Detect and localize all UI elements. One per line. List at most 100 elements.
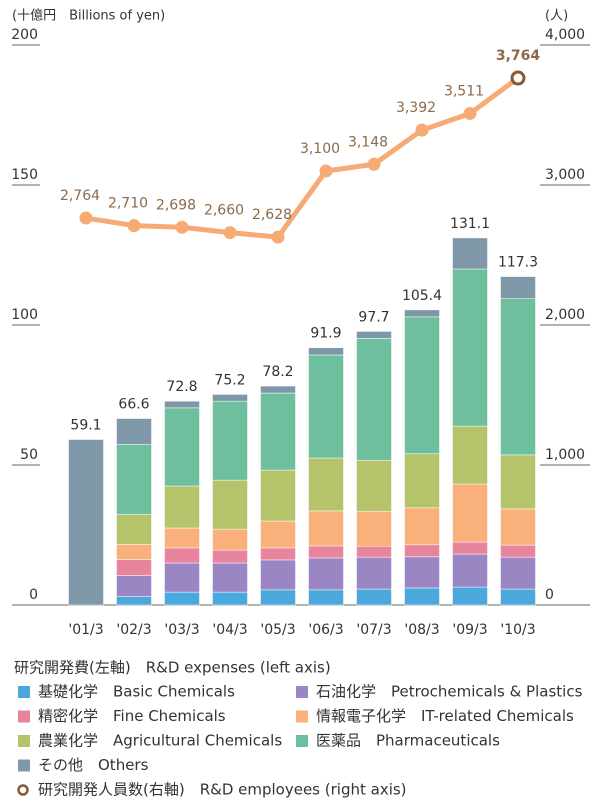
y-tick-label: 100 — [11, 307, 38, 323]
line-marker — [127, 219, 141, 233]
bar-segment — [404, 507, 440, 546]
legend-swatch — [18, 686, 30, 698]
bar-segment — [356, 556, 392, 590]
bar-segment — [500, 544, 536, 558]
bar-segment — [356, 588, 392, 606]
bar-segment — [452, 586, 488, 606]
x-tick-label: '06/3 — [308, 622, 343, 638]
y2-tick-label: 3,000 — [545, 167, 585, 183]
line-marker — [271, 230, 285, 244]
bar-segment — [308, 354, 344, 459]
legend-swatch — [296, 735, 308, 747]
bar-segment — [116, 559, 152, 576]
legend-label: 医薬品 Pharmaceuticals — [316, 732, 500, 750]
bar-segment — [308, 347, 344, 356]
legend-label: 農業化学 Agricultural Chemicals — [38, 732, 282, 750]
value-label: 3,392 — [396, 100, 436, 116]
bar-segment — [68, 439, 104, 606]
x-tick-label: '01/3 — [68, 622, 103, 638]
x-tick-label: '03/3 — [164, 622, 199, 638]
legend-label: 研究開発人員数(右軸) R&D employees (right axis) — [38, 781, 407, 798]
x-tick-label: '07/3 — [356, 622, 391, 638]
line-marker — [175, 220, 189, 234]
bar-segment — [500, 276, 536, 299]
y-tick-label: 150 — [11, 167, 38, 183]
bar-segment — [404, 556, 440, 589]
bar-segment — [308, 510, 344, 547]
legend-swatch — [296, 710, 308, 723]
bar-segment — [452, 237, 488, 270]
x-tick-label: '04/3 — [212, 622, 247, 638]
x-tick-label: '09/3 — [452, 622, 487, 638]
bar-segment — [212, 394, 248, 402]
legend-label: 情報電子化学 IT-related Chemicals — [316, 707, 574, 725]
x-tick-label: '10/3 — [500, 622, 535, 638]
bar-segment — [164, 591, 200, 606]
y-tick-label: 200 — [11, 27, 38, 43]
bar-segment — [404, 453, 440, 509]
right-axis-label: (人) — [545, 9, 568, 24]
total-label: 105.4 — [402, 288, 442, 304]
bar-segment — [116, 444, 152, 515]
x-tick-label: '08/3 — [404, 622, 439, 638]
bar-segment — [116, 596, 152, 606]
total-label: 117.3 — [498, 255, 538, 271]
line-marker — [415, 123, 429, 137]
left-axis-label: (十億円 Billions of yen) — [12, 8, 165, 24]
legend-swatch — [18, 735, 30, 747]
bar-segment — [260, 520, 296, 549]
x-tick-label: '05/3 — [260, 622, 295, 638]
line — [85, 76, 520, 240]
legend-label: その他 Others — [38, 756, 149, 774]
y-tick-label: 50 — [20, 447, 38, 463]
bar-segment — [500, 454, 536, 510]
bar-segment — [164, 485, 200, 529]
bar-segment — [500, 588, 536, 606]
bar-segment — [452, 268, 488, 427]
legend-label: 精密化学 Fine Chemicals — [38, 707, 226, 725]
bar-segment — [212, 400, 248, 481]
bar-segment — [116, 575, 152, 597]
x-tick-label: '02/3 — [116, 622, 151, 638]
line-marker — [79, 211, 93, 225]
total-label: 91.9 — [310, 326, 341, 342]
bar-segment — [116, 514, 152, 545]
value-label: 2,628 — [252, 207, 292, 223]
bar-segment — [212, 528, 248, 551]
bar-segment — [500, 508, 536, 546]
bar-segment — [308, 589, 344, 606]
bar-segment — [164, 400, 200, 409]
bar-segment — [356, 545, 392, 558]
y-tick-label: 0 — [29, 587, 38, 603]
line-marker — [223, 226, 237, 240]
bar-segment — [500, 556, 536, 590]
bar-segment — [356, 510, 392, 547]
total-label: 59.1 — [70, 418, 101, 434]
legend-label: 基礎化学 Basic Chemicals — [38, 683, 235, 701]
value-label: 3,148 — [348, 134, 388, 150]
total-label: 72.8 — [166, 379, 197, 395]
value-label: 2,698 — [156, 197, 196, 213]
bar-segment — [260, 392, 296, 471]
bar-segment — [260, 547, 296, 561]
bar-segment — [212, 549, 248, 564]
legend-marker — [17, 784, 29, 796]
bar-segment — [164, 407, 200, 487]
bar-segment — [404, 309, 440, 318]
bar-segment — [404, 316, 440, 455]
total-label: 97.7 — [358, 309, 389, 325]
legend-title: 研究開発費(左軸) R&D expenses (left axis) — [14, 659, 331, 677]
bar-segment — [260, 385, 296, 394]
y2-tick-label: 4,000 — [545, 27, 585, 43]
y2-tick-label: 0 — [545, 587, 554, 603]
value-label: 2,710 — [108, 196, 148, 212]
bar-segment — [308, 545, 344, 559]
value-label: 3,764 — [496, 48, 541, 64]
bar-segment — [260, 559, 296, 591]
value-label: 3,511 — [444, 83, 484, 99]
total-label: 75.2 — [214, 372, 245, 388]
bar-segment — [452, 483, 488, 543]
line-marker — [367, 157, 381, 171]
line-marker — [463, 106, 477, 120]
